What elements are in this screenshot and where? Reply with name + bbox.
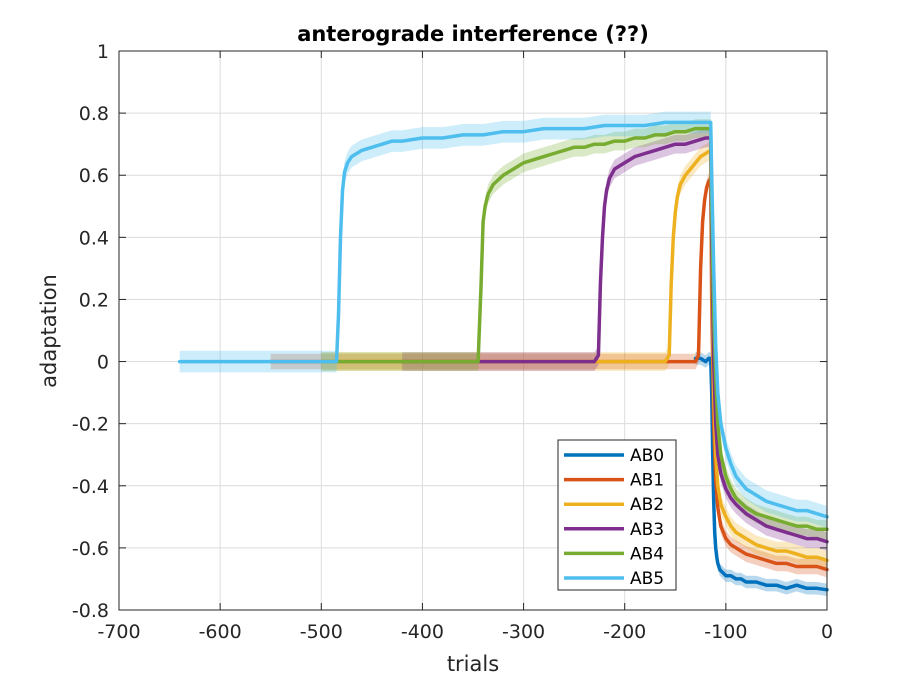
y-tick-label-2: -0.4 xyxy=(72,476,109,498)
chart-title: anterograde interference (??) xyxy=(297,22,649,46)
x-axis-ticks: -700 -600 -500 -400 -300 -200 -100 0 xyxy=(97,51,833,643)
x-tick-label-2: -500 xyxy=(300,621,343,643)
y-tick-label-7: 0.6 xyxy=(79,165,109,187)
y-tick-label-4: 0 xyxy=(97,352,109,374)
y-tick-label-8: 0.8 xyxy=(79,103,109,125)
legend-label-ab1: AB1 xyxy=(630,471,664,491)
series-line-ab5 xyxy=(177,120,829,519)
series-line-ab3 xyxy=(400,136,829,544)
legend: AB0 AB1 AB2 AB3 AB4 AB5 xyxy=(557,439,677,591)
x-tick-label-4: -300 xyxy=(502,621,545,643)
plot-area xyxy=(119,51,827,610)
legend-label-ab0: AB0 xyxy=(630,446,664,466)
y-tick-label-1: -0.6 xyxy=(72,538,109,560)
series-line-ab2 xyxy=(319,148,829,563)
y-tick-label-5: 0.2 xyxy=(79,289,109,311)
y-tick-label-6: 0.4 xyxy=(79,227,109,249)
y-tick-label-9: 1 xyxy=(97,41,109,63)
series-lines xyxy=(177,120,829,592)
y-axis-label: adaptation xyxy=(37,274,61,388)
legend-label-ab2: AB2 xyxy=(630,495,664,515)
x-tick-label-7: 0 xyxy=(821,621,833,643)
band-ab2 xyxy=(321,141,827,570)
x-tick-label-3: -400 xyxy=(401,621,444,643)
legend-label-ab4: AB4 xyxy=(630,544,664,564)
y-tick-label-0: -0.8 xyxy=(72,600,109,622)
legend-label-ab5: AB5 xyxy=(630,569,664,589)
axes-frame xyxy=(118,50,828,611)
legend-label-ab3: AB3 xyxy=(630,520,664,540)
x-tick-label-0: -700 xyxy=(97,621,140,643)
series-line-ab0 xyxy=(693,356,829,592)
series-line-ab4 xyxy=(319,126,829,532)
x-axis-label: trials xyxy=(447,652,499,676)
y-axis-ticks: -0.8 -0.6 -0.4 -0.2 0 0.2 0.4 0.6 0.8 1 xyxy=(72,41,827,622)
x-tick-label-5: -200 xyxy=(603,621,646,643)
legend-box xyxy=(557,439,677,591)
x-tick-label-6: -100 xyxy=(704,621,747,643)
x-tick-label-1: -600 xyxy=(199,621,242,643)
y-tick-label-3: -0.2 xyxy=(72,414,109,436)
